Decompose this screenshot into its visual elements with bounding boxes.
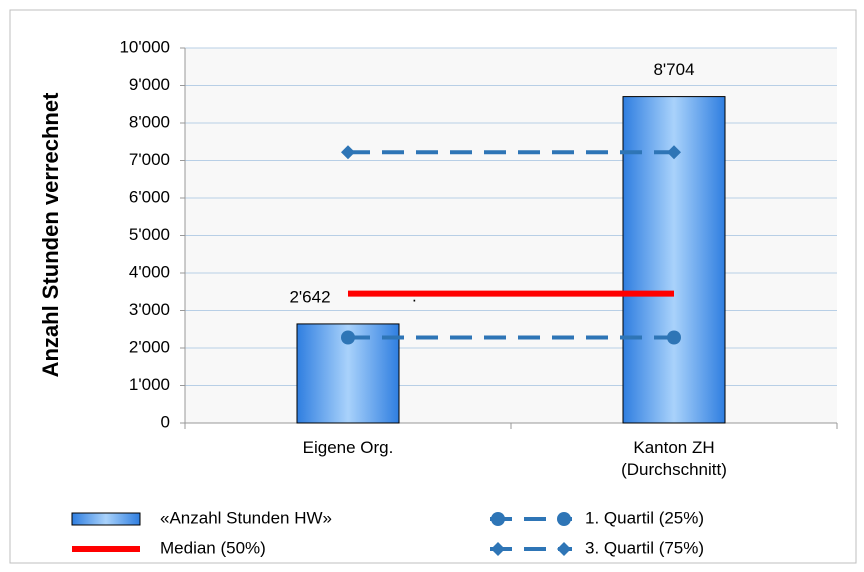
y-tick-label: 7'000 (129, 150, 170, 169)
y-tick-label: 5'000 (129, 225, 170, 244)
y-axis-title: Anzahl Stunden verrechnet (38, 92, 63, 378)
legend-swatch (71, 512, 141, 526)
legend-markers (491, 512, 571, 526)
legend-label: 3. Quartil (75%) (585, 538, 704, 557)
marker (667, 145, 681, 160)
y-tick-label: 2'000 (129, 337, 170, 356)
marker (341, 145, 355, 160)
frame (9, 9, 857, 564)
legend-label: Median (50%) (160, 538, 266, 557)
y-tick-label: 10'000 (119, 37, 170, 56)
x-tick-label: Eigene Org. (302, 438, 394, 457)
marker (341, 330, 355, 345)
y-tick-label: 6'000 (129, 187, 170, 206)
y-tick-label: 8'000 (129, 112, 170, 131)
legend-label: «Anzahl Stunden HW» (160, 508, 332, 527)
y-tick-label: 0 (161, 412, 170, 431)
y-tick-label: 1'000 (129, 375, 170, 394)
marker (557, 542, 571, 556)
x-tick-label: Kanton ZH (Durchschnitt) (621, 438, 727, 479)
marker (667, 330, 681, 345)
data-label: 8'704 (653, 60, 694, 79)
y-tick-label: 9'000 (129, 75, 170, 94)
marker (491, 512, 505, 526)
marker (491, 542, 505, 556)
y-tick-label: 3'000 (129, 300, 170, 319)
legend-label: 1. Quartil (25%) (585, 508, 704, 527)
y-tick-label: 4'000 (129, 262, 170, 281)
legend-markers (491, 542, 571, 556)
marker (557, 512, 571, 526)
data-label: 2'642 (289, 287, 330, 306)
